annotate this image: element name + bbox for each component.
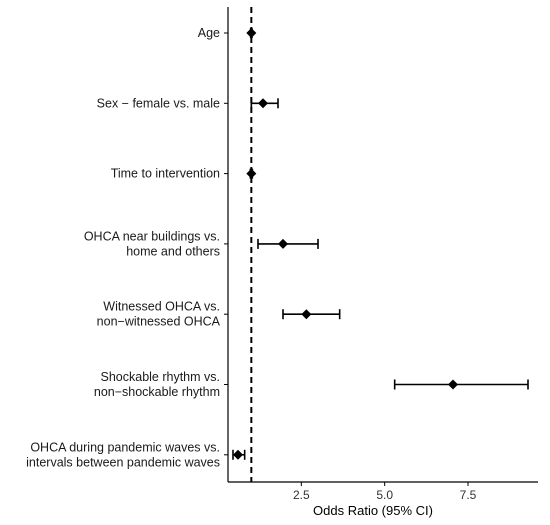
odds-ratio-point: [233, 449, 243, 460]
forest-row: Time to intervention: [111, 167, 257, 181]
row-label: Sex − female vs. male: [97, 96, 220, 110]
row-label: Shockable rhythm vs.: [101, 370, 221, 384]
row-label: Witnessed OHCA vs.: [103, 300, 220, 314]
odds-ratio-point: [301, 309, 312, 320]
odds-ratio-point: [278, 238, 288, 249]
odds-ratio-point: [246, 168, 257, 179]
row-label: Age: [198, 26, 220, 40]
odds-ratio-point: [448, 379, 458, 390]
row-label: non−shockable rhythm: [94, 385, 220, 399]
forest-row: Sex − female vs. male: [97, 96, 279, 110]
row-label: OHCA during pandemic waves vs.: [30, 440, 220, 454]
row-label: intervals between pandemic waves: [26, 455, 220, 469]
x-ticks: 2.5 5.0 7.5: [293, 482, 477, 502]
forest-row: OHCA near buildings vs.home and others: [84, 229, 319, 258]
forest-row: Age: [198, 26, 257, 40]
row-label: home and others: [126, 244, 220, 258]
row-label: non−witnessed OHCA: [97, 315, 221, 329]
odds-ratio-point: [258, 98, 268, 109]
forest-row: OHCA during pandemic waves vs.intervals …: [26, 440, 246, 469]
x-tick-label: 2.5: [293, 488, 310, 502]
x-tick-label: 7.5: [460, 488, 477, 502]
rows-layer: Age Sex − female vs. male Time to interven…: [26, 26, 529, 469]
x-tick-label: 5.0: [376, 488, 393, 502]
forest-row: Shockable rhythm vs.non−shockable rhythm: [94, 370, 529, 399]
x-axis-title: Odds Ratio (95% CI): [313, 503, 433, 518]
row-label: OHCA near buildings vs.: [84, 229, 220, 243]
row-label: Time to intervention: [111, 167, 220, 181]
forest-row: Witnessed OHCA vs.non−witnessed OHCA: [97, 300, 341, 329]
